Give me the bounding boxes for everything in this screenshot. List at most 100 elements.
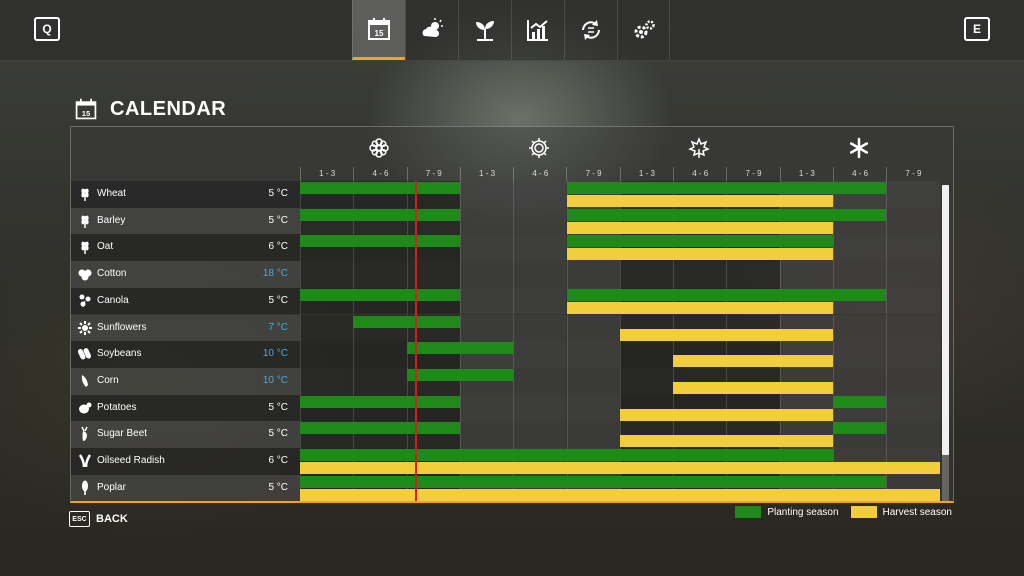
crop-name: Oat bbox=[97, 241, 114, 253]
crop-name: Barley bbox=[97, 214, 126, 226]
calendar-cell bbox=[353, 367, 407, 395]
crop-row[interactable]: Oilseed Radish 6 °C bbox=[71, 448, 941, 475]
calendar-cell bbox=[300, 314, 354, 342]
crop-row[interactable]: Wheat 5 °C bbox=[71, 181, 941, 208]
calendar-cell bbox=[353, 261, 407, 288]
soybean-icon bbox=[77, 346, 93, 362]
back-button[interactable]: ESC BACK bbox=[69, 511, 128, 527]
calendar-cell bbox=[513, 314, 567, 342]
calendar-cell bbox=[779, 261, 833, 288]
crop-name: Sugar Beet bbox=[97, 428, 148, 440]
period-header-cell: 1 - 3 bbox=[459, 167, 513, 181]
tab-weather[interactable] bbox=[405, 0, 458, 60]
crop-row[interactable]: Soybeans 10 °C bbox=[71, 341, 941, 368]
crop-name: Oilseed Radish bbox=[97, 455, 165, 466]
settings-gears-icon bbox=[634, 20, 655, 39]
crop-label-cell: Wheat 5 °C bbox=[71, 181, 300, 208]
period-header-cell: 7 - 9 bbox=[566, 167, 619, 181]
current-date-marker bbox=[415, 181, 417, 501]
tab-prices[interactable] bbox=[511, 0, 564, 60]
calendar-cell bbox=[833, 341, 887, 368]
period-header-cell: 7 - 9 bbox=[726, 167, 779, 181]
calendar-cell bbox=[886, 394, 940, 422]
sprout-icon bbox=[476, 21, 494, 41]
autumn-leaf-icon bbox=[688, 136, 710, 159]
planting-season-bar bbox=[833, 422, 887, 435]
calendar-cell bbox=[513, 207, 567, 235]
crop-row[interactable]: Poplar 5 °C bbox=[71, 474, 941, 501]
period-header-cell: 1 - 3 bbox=[779, 167, 833, 181]
cotton-icon bbox=[77, 266, 93, 282]
calendar-cell bbox=[566, 421, 620, 448]
menu-tabs: 15 bbox=[352, 0, 670, 60]
calendar-icon: 15 bbox=[75, 98, 97, 120]
calendar-cell bbox=[513, 234, 567, 262]
calendar-cell bbox=[886, 421, 940, 448]
poplar-icon bbox=[77, 480, 93, 496]
harvest-season-bar bbox=[566, 301, 833, 314]
harvest-season-bar bbox=[619, 328, 833, 341]
calendar-cell bbox=[459, 234, 514, 262]
crop-row[interactable]: Canola 5 °C bbox=[71, 287, 941, 315]
period-header-cell: 4 - 6 bbox=[353, 167, 406, 181]
legend-harvest-label: Harvest season bbox=[882, 506, 952, 518]
harvest-season-bar bbox=[300, 488, 940, 501]
calendar-cell bbox=[673, 261, 727, 288]
calendar-cell bbox=[459, 261, 514, 288]
previous-page-key[interactable]: Q bbox=[34, 17, 60, 41]
planting-swatch bbox=[735, 506, 762, 518]
harvest-season-bar bbox=[673, 355, 833, 368]
crop-min-temperature: 5 °C bbox=[268, 294, 288, 306]
harvest-season-bar bbox=[566, 195, 833, 207]
crop-min-temperature: 5 °C bbox=[268, 428, 288, 440]
canola-icon bbox=[77, 293, 93, 309]
crop-row[interactable]: Sunflowers 7 °C bbox=[71, 314, 941, 342]
spring-flower-icon bbox=[368, 137, 390, 159]
tab-calendar[interactable]: 15 bbox=[352, 0, 405, 60]
crop-min-temperature: 5 °C bbox=[268, 214, 288, 226]
crop-label-cell: Poplar 5 °C bbox=[71, 474, 300, 501]
calendar-cell bbox=[300, 367, 354, 395]
calendar-cell bbox=[833, 234, 887, 262]
oilseed-radish-icon bbox=[77, 453, 93, 469]
calendar-cell bbox=[833, 261, 887, 288]
next-page-key[interactable]: E bbox=[964, 17, 990, 41]
planting-season-bar bbox=[566, 208, 887, 221]
tab-cycle[interactable] bbox=[564, 0, 617, 60]
planting-season-bar bbox=[566, 182, 887, 194]
crop-name: Soybeans bbox=[97, 348, 142, 360]
crop-label-cell: Cotton 18 °C bbox=[71, 261, 300, 288]
harvest-swatch bbox=[850, 506, 877, 518]
potato-icon bbox=[77, 400, 93, 416]
crop-row[interactable]: Potatoes 5 °C bbox=[71, 394, 941, 422]
period-header-cell: 4 - 6 bbox=[832, 167, 886, 181]
crop-name: Sunflowers bbox=[97, 321, 147, 333]
harvest-season-bar bbox=[673, 381, 833, 394]
crop-row[interactable]: Barley 5 °C bbox=[71, 207, 941, 235]
crop-min-temperature: 6 °C bbox=[268, 455, 288, 466]
calendar-cell bbox=[300, 261, 354, 288]
scrollbar-thumb[interactable] bbox=[942, 185, 949, 455]
tab-settings[interactable] bbox=[617, 0, 670, 60]
wheat-icon bbox=[77, 186, 93, 202]
crop-row[interactable]: Sugar Beet 5 °C bbox=[71, 421, 941, 448]
crop-label-cell: Sugar Beet 5 °C bbox=[71, 421, 300, 448]
calendar-cell bbox=[459, 314, 514, 342]
top-menu-bar: Q 15 bbox=[0, 0, 1024, 61]
tab-crops[interactable] bbox=[458, 0, 511, 60]
calendar-cell bbox=[459, 181, 514, 208]
crop-min-temperature: 6 °C bbox=[268, 241, 288, 253]
calendar-cell bbox=[513, 287, 567, 315]
calendar-cell bbox=[886, 367, 940, 395]
crop-name: Potatoes bbox=[97, 401, 137, 413]
crop-min-temperature: 5 °C bbox=[268, 481, 288, 493]
crop-row[interactable]: Cotton 18 °C bbox=[71, 261, 941, 288]
crop-row[interactable]: Oat 6 °C bbox=[71, 234, 941, 262]
planting-season-bar bbox=[566, 288, 887, 301]
calendar-cell bbox=[513, 261, 567, 288]
crop-name: Cotton bbox=[97, 268, 127, 280]
calendar-cell bbox=[513, 394, 567, 422]
crop-min-temperature: 10 °C bbox=[262, 348, 288, 360]
crop-row[interactable]: Corn 10 °C bbox=[71, 367, 941, 395]
crop-label-cell: Oilseed Radish 6 °C bbox=[71, 448, 300, 475]
